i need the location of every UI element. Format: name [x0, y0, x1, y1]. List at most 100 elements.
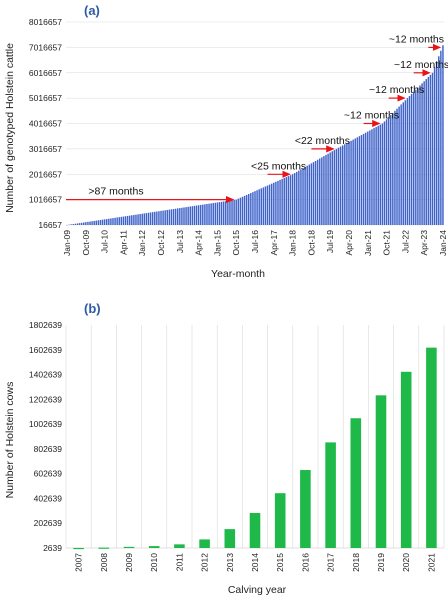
chart-a-bar: [373, 128, 375, 225]
chart-a-bar: [99, 219, 102, 225]
chart-a-bar: [197, 205, 200, 225]
chart-a-bar: [195, 205, 198, 225]
chart-a-bar: [275, 181, 277, 225]
chart-a-bar: [87, 221, 89, 225]
chart-b-bar: [224, 529, 236, 548]
chart-a-x-tick-label: Jan-12: [137, 230, 147, 256]
chart-b-y-axis-label: Number of Holstein cows: [4, 382, 16, 499]
chart-a-bar: [131, 215, 133, 225]
chart-a-bar: [410, 93, 413, 226]
chart-b-x-tick-label: 2020: [401, 553, 411, 572]
chart-a-bar: [70, 224, 72, 225]
chart-a-bar: [362, 133, 365, 225]
chart-a-bar: [181, 207, 183, 225]
chart-a-bar: [227, 200, 229, 225]
chart-b-bar: [123, 546, 135, 549]
chart-a-x-tick-label: Jul-10: [100, 230, 110, 253]
chart-a-bar: [172, 209, 175, 225]
chart-a-bar: [191, 206, 194, 225]
chart-b-y-tick-label: 1602639: [29, 345, 62, 355]
chart-b-y-tick-label: 202639: [34, 518, 63, 528]
chart-b-x-tick-label: 2018: [351, 553, 361, 572]
chart-a-bar: [281, 178, 283, 225]
chart-b-bar: [199, 539, 210, 548]
chart-a-bar: [160, 210, 162, 225]
chart-a-bar: [310, 163, 313, 226]
chart-a-bar: [128, 215, 131, 225]
chart-a-panel-label: (a): [84, 3, 100, 18]
chart-a-bar: [406, 98, 409, 226]
chart-a-bar: [158, 211, 160, 225]
chart-a-bar: [120, 216, 123, 225]
chart-a-bar: [302, 168, 304, 225]
chart-b-bar: [400, 371, 412, 548]
chart-a-bar: [105, 219, 108, 225]
chart-a-bar: [423, 81, 425, 226]
chart-a-bar: [266, 185, 269, 225]
chart-a-bar: [264, 186, 267, 225]
chart-a-bar: [383, 121, 386, 225]
chart-a-bar: [168, 209, 171, 225]
chart-a-bar: [360, 135, 363, 225]
chart-a-bar: [273, 182, 275, 225]
chart-a-bar: [262, 187, 265, 225]
chart-a-bar: [97, 220, 100, 225]
chart-a-bar: [327, 153, 329, 225]
chart-b-x-tick-label: 2016: [300, 553, 310, 572]
chart-a-bar: [241, 196, 244, 225]
chart-a-x-tick-label: Apr-17: [269, 230, 279, 256]
chart-b-x-axis-label: Calving year: [228, 584, 287, 596]
chart-a-bar: [314, 160, 317, 225]
chart-a-bar: [308, 164, 311, 225]
chart-a-x-tick-label: Jan-24: [438, 230, 448, 256]
chart-a-annotation-label: ~12 months: [344, 110, 399, 122]
chart-a-bar: [287, 176, 290, 225]
chart-a-bar: [256, 190, 258, 225]
chart-a-bar: [193, 205, 196, 225]
chart-a-bar: [185, 207, 187, 225]
chart-a-bar: [93, 220, 95, 225]
chart-a-bar: [74, 223, 77, 225]
chart-a-bar: [377, 125, 379, 225]
chart-a-bar: [206, 204, 208, 225]
chart-a-bar: [279, 179, 281, 225]
chart-a-bar: [429, 74, 432, 225]
chart-a-bar: [408, 96, 411, 225]
chart-b-bar: [426, 347, 437, 548]
chart-a-x-tick-label: Oct-21: [382, 230, 392, 256]
chart-a-bar: [85, 222, 87, 225]
chart-a-bar: [147, 212, 150, 225]
chart-a-bar: [103, 219, 106, 225]
chart-a-bar: [91, 221, 93, 225]
chart-b-bar: [174, 544, 185, 548]
chart-a-bar: [390, 115, 392, 225]
chart-a-y-tick-label: 3016657: [29, 144, 62, 154]
chart-a-bar: [296, 171, 298, 225]
chart-a-bar: [300, 169, 302, 225]
chart-a-bar: [402, 102, 405, 225]
chart-a-bar: [202, 204, 204, 225]
chart-b-bar: [148, 546, 160, 548]
chart-a-x-tick-label: Apr-23: [419, 230, 429, 256]
chart-a-bar: [385, 119, 388, 225]
chart-a-bar: [348, 141, 350, 225]
chart-a-bar: [312, 162, 315, 225]
chart-a-x-tick-label: Jan-18: [288, 230, 298, 256]
chart-b-y-tick-label: 1202639: [29, 394, 62, 404]
chart-a-y-axis-label: Number of genotyped Holstein cattle: [4, 43, 16, 213]
chart-a-bar: [164, 210, 166, 225]
chart-a-bar: [341, 145, 344, 225]
chart-a-bar: [258, 189, 260, 225]
chart-a-bar: [268, 184, 271, 225]
chart-a-bar: [139, 214, 141, 225]
chart-b-x-tick-label: 2015: [275, 553, 285, 572]
chart-a-bar: [222, 201, 225, 225]
chart-a-bar: [379, 124, 382, 225]
chart-a-bar: [199, 204, 202, 225]
chart-a-bar: [162, 210, 164, 225]
chart-a-bar: [114, 217, 116, 225]
chart-a-annotation-label: ~12 months: [369, 84, 424, 96]
chart-a-x-tick-label: Jan-09: [62, 230, 72, 256]
chart-a-bar: [208, 203, 210, 225]
